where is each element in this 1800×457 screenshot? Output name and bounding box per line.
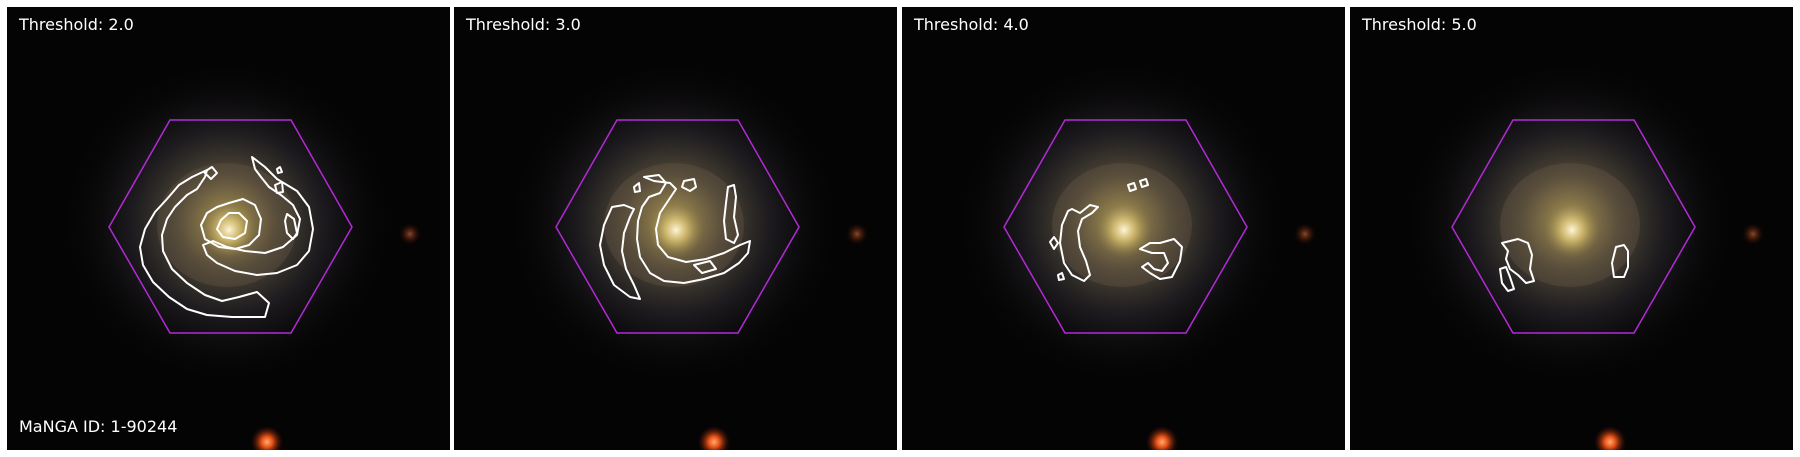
galaxy-image: [1350, 7, 1793, 450]
background-star: [846, 223, 868, 245]
contours: [1049, 178, 1183, 282]
foreground-star: [251, 426, 283, 450]
background-star: [1742, 223, 1764, 245]
panel-threshold-4: Threshold: 4.0: [902, 7, 1345, 450]
ifu-hexagon: [555, 119, 800, 334]
panel-threshold-3: Threshold: 3.0: [454, 7, 897, 450]
background-star: [399, 223, 421, 245]
threshold-label: Threshold: 4.0: [914, 15, 1029, 34]
galaxy-image: [454, 7, 897, 450]
foreground-star: [698, 426, 730, 450]
galaxy-image: [7, 7, 450, 450]
contours: [139, 156, 314, 318]
panel-threshold-2: Threshold: 2.0 MaNGA ID: 1-90244: [7, 7, 450, 450]
contours: [599, 174, 751, 300]
panel-threshold-5: Threshold: 5.0: [1350, 7, 1793, 450]
foreground-star: [1594, 426, 1626, 450]
contours: [1499, 238, 1629, 292]
threshold-label: Threshold: 2.0: [19, 15, 134, 34]
galaxy-image: [902, 7, 1345, 450]
ifu-hexagon: [1451, 119, 1696, 334]
ifu-hexagon: [108, 119, 353, 334]
ifu-hexagon: [1003, 119, 1248, 334]
foreground-star: [1146, 426, 1178, 450]
background-star: [1294, 223, 1316, 245]
threshold-label: Threshold: 3.0: [466, 15, 581, 34]
manga-id-label: MaNGA ID: 1-90244: [19, 417, 178, 436]
threshold-label: Threshold: 5.0: [1362, 15, 1477, 34]
